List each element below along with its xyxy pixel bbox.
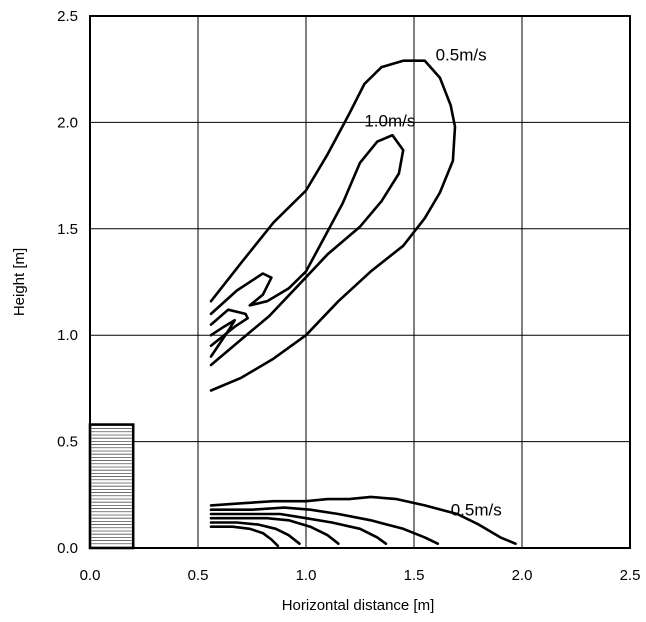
speed-annotation: 1.0m/s [364, 111, 415, 130]
contour-layer [209, 59, 517, 548]
x-axis-label: Horizontal distance [m] [282, 597, 435, 614]
speed-annotation: 0.5m/s [451, 501, 502, 520]
plot-frame [89, 15, 631, 549]
contour-line [209, 59, 457, 392]
contour-line [209, 525, 280, 548]
x-tick-labels: 0.0 0.5 1.0 1.5 2.0 2.5 [80, 567, 641, 584]
x-tick-label: 0.0 [80, 567, 101, 584]
x-tick-label: 1.5 [404, 567, 425, 584]
x-tick-label: 0.5 [188, 567, 209, 584]
speed-annotation: 0.5m/s [436, 45, 487, 64]
y-tick-label: 1.0 [57, 327, 78, 344]
y-tick-label: 0.0 [57, 540, 78, 557]
x-tick-label: 2.0 [512, 567, 533, 584]
y-tick-label: 2.5 [57, 8, 78, 25]
y-tick-label: 0.5 [57, 434, 78, 451]
contour-line [209, 319, 236, 358]
y-tick-labels: 0.0 0.5 1.0 1.5 2.0 2.5 [57, 8, 78, 557]
x-tick-label: 1.0 [296, 567, 317, 584]
annotations: 0.5m/s 1.0m/s 0.5m/s [364, 45, 501, 519]
contour-line [209, 495, 517, 545]
contour-line [209, 516, 340, 545]
contour-line [209, 512, 388, 545]
y-tick-label: 1.5 [57, 221, 78, 238]
obstacle-layer [88, 423, 135, 550]
contour-line [209, 308, 249, 348]
y-axis-label: Height [m] [11, 248, 28, 316]
y-tick-label: 2.0 [57, 114, 78, 131]
x-tick-label: 2.5 [620, 567, 641, 584]
contour-line [209, 521, 301, 545]
contour-line [209, 506, 440, 545]
contour-line [209, 133, 405, 367]
